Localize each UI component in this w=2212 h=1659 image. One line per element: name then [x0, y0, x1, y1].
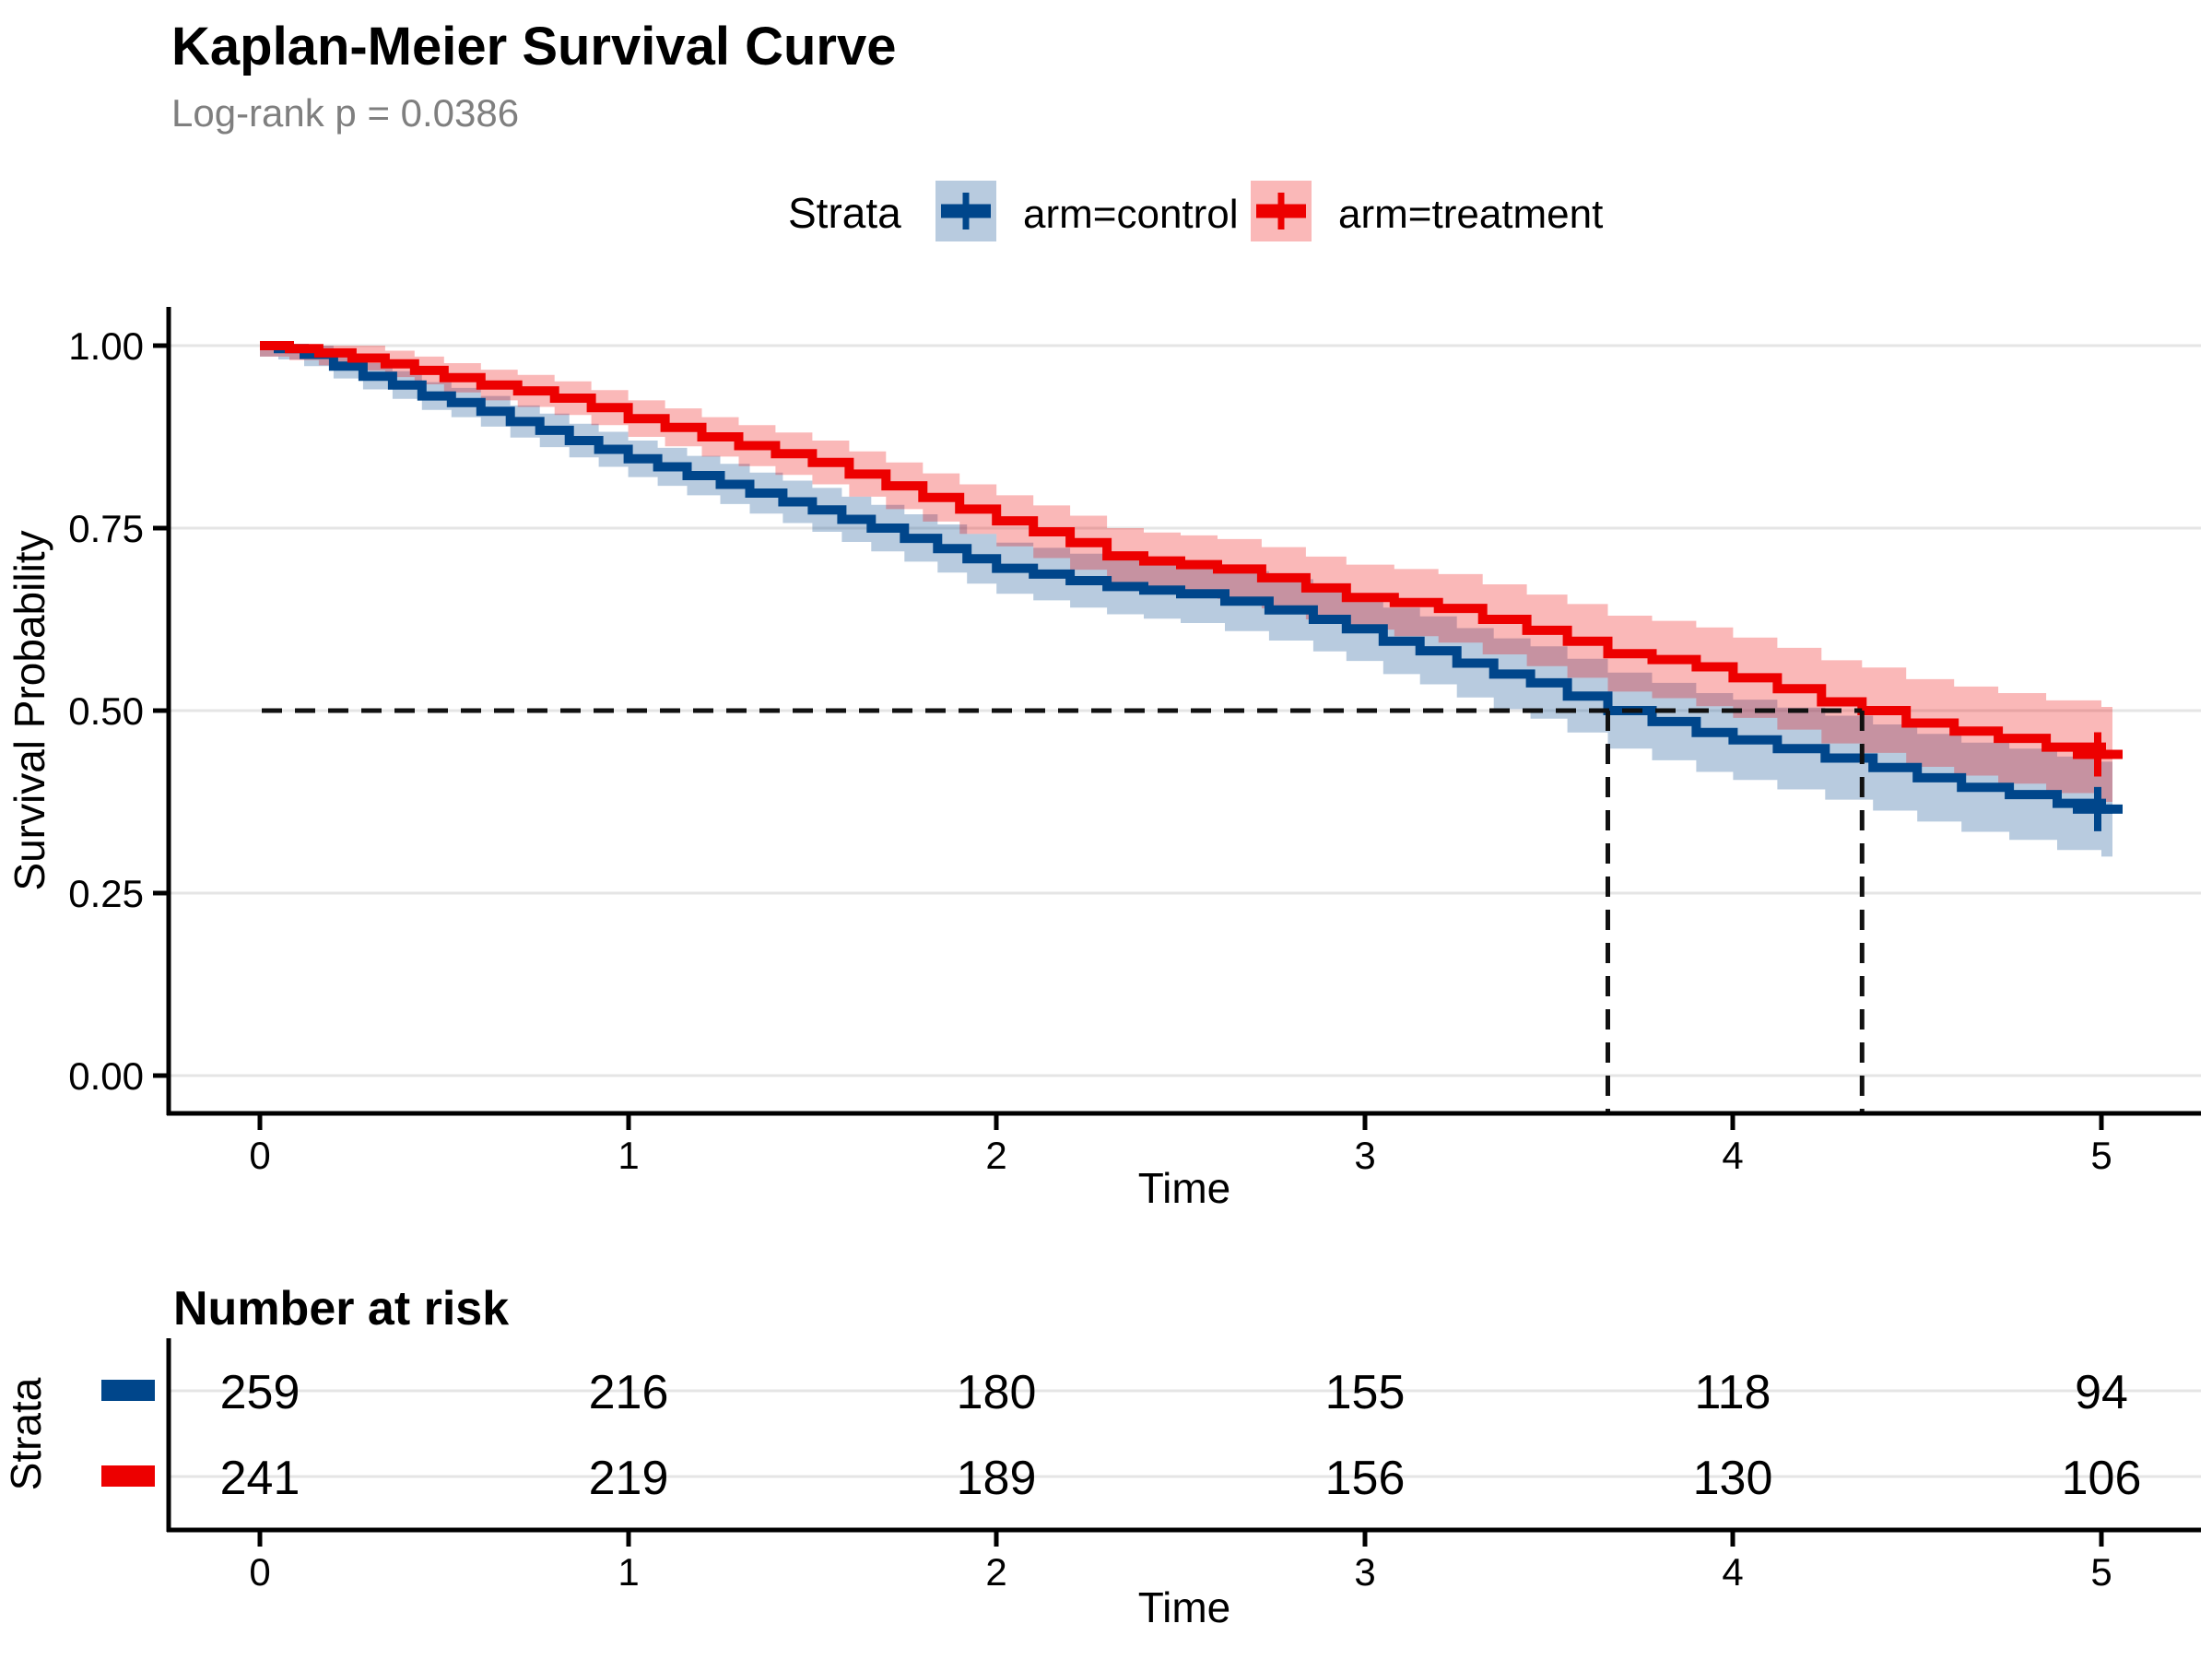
y-tick-label: 0.50 — [68, 689, 144, 733]
risk-count: 219 — [589, 1452, 669, 1505]
x-tick-label: 4 — [1722, 1134, 1743, 1177]
survival-curve — [260, 341, 2112, 814]
logrank-p-subtitle: Log-rank p = 0.0386 — [171, 91, 519, 135]
x-tick-label: 0 — [249, 1134, 270, 1177]
risk-count: 189 — [957, 1452, 1037, 1505]
risk-count: 118 — [1695, 1366, 1771, 1419]
legend: Strata arm=control arm=treatment — [788, 181, 1603, 241]
risk-table-title: Number at risk — [173, 1282, 509, 1335]
x-tick-label: 2 — [985, 1134, 1006, 1177]
plot-title: Kaplan-Meier Survival Curve — [171, 17, 897, 76]
y-tick-label: 0.25 — [68, 872, 144, 915]
legend-title: Strata — [788, 189, 901, 237]
survival-curve — [260, 341, 2112, 759]
x-axis-title: Time — [1138, 1164, 1231, 1212]
survival-curves-layer — [260, 341, 2123, 831]
risk-count: 259 — [220, 1366, 300, 1419]
risk-row-swatch-control — [101, 1380, 155, 1401]
y-axis-title: Survival Probability — [6, 530, 53, 890]
risk-count: 155 — [1325, 1366, 1406, 1419]
legend-label-control: arm=control — [1023, 192, 1239, 237]
x-tick-label: 5 — [2090, 1134, 2112, 1177]
risk-count: 216 — [589, 1366, 669, 1419]
ci-band — [260, 346, 2112, 802]
risk-x-tick-label: 5 — [2090, 1550, 2112, 1594]
risk-x-tick-label: 0 — [249, 1550, 270, 1594]
median-lines-layer — [262, 708, 1865, 1112]
risk-x-tick-label: 4 — [1722, 1550, 1743, 1594]
main-panel-axes: 1.00 0.75 0.50 0.25 0.00 0 1 2 3 4 5 Sur… — [6, 307, 2201, 1212]
legend-label-treatment: arm=treatment — [1338, 192, 1603, 237]
risk-count: 241 — [220, 1452, 300, 1505]
x-tick-label: 3 — [1354, 1134, 1375, 1177]
x-tick-label: 1 — [618, 1134, 639, 1177]
risk-count: 94 — [2075, 1366, 2128, 1419]
risk-table: Number at risk Strata 259 216 180 155 11… — [2, 1282, 2201, 1631]
risk-count: 180 — [957, 1366, 1037, 1419]
risk-row-swatch-treatment — [101, 1465, 155, 1487]
risk-x-tick-label: 2 — [985, 1550, 1006, 1594]
risk-y-axis-title: Strata — [2, 1377, 50, 1490]
y-tick-label: 0.00 — [68, 1054, 144, 1098]
y-tick-label: 0.75 — [68, 507, 144, 550]
risk-count: 106 — [2062, 1452, 2142, 1505]
risk-x-tick-label: 3 — [1354, 1550, 1375, 1594]
y-tick-label: 1.00 — [68, 324, 144, 368]
risk-count: 130 — [1693, 1452, 1773, 1505]
risk-count: 156 — [1325, 1452, 1406, 1505]
risk-x-tick-label: 1 — [618, 1550, 639, 1594]
risk-x-axis-title: Time — [1138, 1583, 1231, 1631]
